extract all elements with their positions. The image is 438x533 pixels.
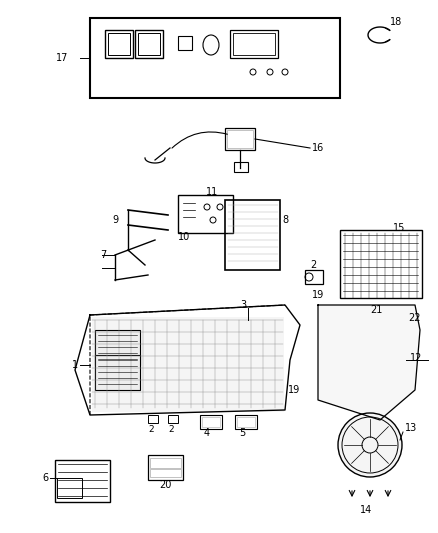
Bar [230,30,278,58]
Text: 20: 20 [159,480,171,490]
Text: 10: 10 [178,232,190,242]
Polygon shape [318,305,420,420]
Bar [95,355,140,390]
Text: 8: 8 [282,215,288,225]
Text: 18: 18 [390,17,402,27]
Bar [227,130,253,148]
Bar [57,478,82,498]
Bar [178,195,233,233]
Bar [138,33,160,55]
Text: 1: 1 [72,360,78,370]
Text: 11: 11 [206,187,218,197]
Bar [237,417,255,427]
Text: 17: 17 [56,53,68,63]
Bar [95,330,140,365]
Text: 2: 2 [310,260,316,270]
Bar [200,415,222,429]
Bar [340,230,422,298]
Text: 6: 6 [42,473,48,483]
Text: 12: 12 [410,353,422,363]
Text: 21: 21 [370,305,382,315]
Bar [225,128,255,150]
Text: 2: 2 [148,424,154,433]
Text: 9: 9 [112,215,118,225]
Text: 7: 7 [100,250,106,260]
Text: 15: 15 [393,223,406,233]
Bar [305,270,323,284]
Text: 19: 19 [288,385,300,395]
Circle shape [338,413,402,477]
Text: 14: 14 [360,505,372,515]
Bar [148,415,158,423]
Bar [108,33,130,55]
Bar [90,18,340,98]
Bar [135,30,163,58]
Bar [148,455,183,480]
Text: 3: 3 [240,300,246,310]
Bar [92,317,284,412]
Bar [55,460,110,502]
Bar [233,33,275,55]
Text: 5: 5 [239,428,245,438]
Bar [235,415,257,429]
Text: 2: 2 [168,424,173,433]
Text: 19: 19 [312,290,324,300]
Bar [202,417,220,427]
Text: 13: 13 [405,423,417,433]
Bar [150,458,181,468]
Bar [225,200,280,270]
Bar [168,415,178,423]
Text: 16: 16 [312,143,324,153]
Bar [105,30,133,58]
Bar [234,162,248,172]
Text: 4: 4 [204,428,210,438]
Text: 22: 22 [408,313,420,323]
Bar [150,469,181,477]
Bar [178,36,192,50]
